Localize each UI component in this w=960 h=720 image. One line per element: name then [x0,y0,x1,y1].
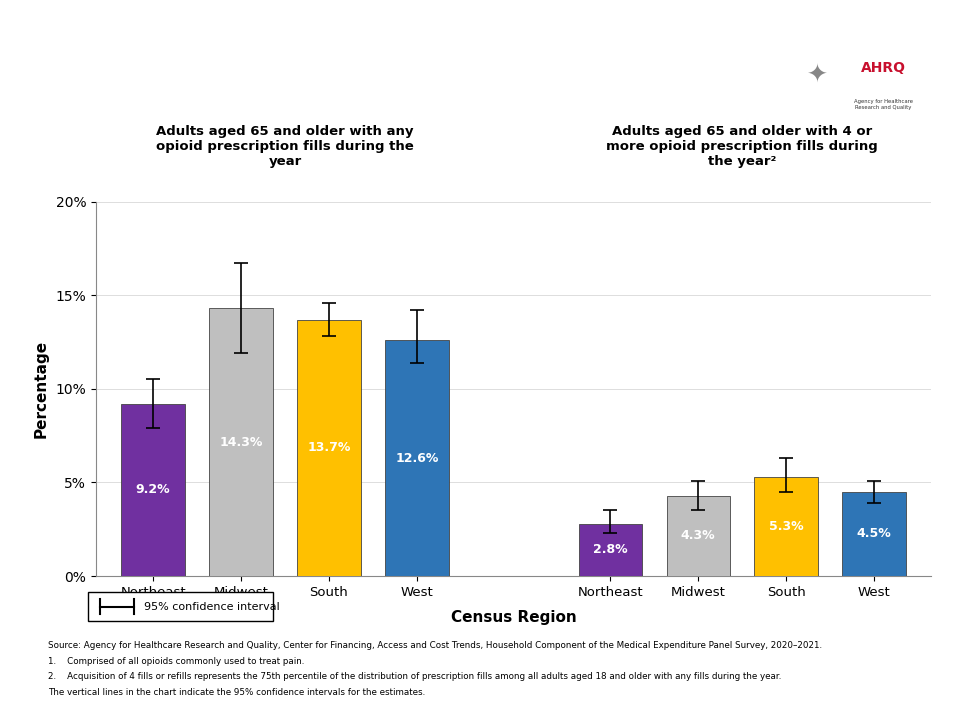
Text: AHRQ: AHRQ [861,61,906,76]
X-axis label: Census Region: Census Region [451,610,576,625]
Text: 4.3%: 4.3% [681,529,715,542]
Text: 2.8%: 2.8% [593,544,628,557]
Y-axis label: Percentage: Percentage [34,340,49,438]
Text: Figure 6. Average annual percentage of adults aged 65
and older who filled outpa: Figure 6. Average annual percentage of a… [88,43,718,112]
Text: 2.    Acquisition of 4 fills or refills represents the 75th percentile of the di: 2. Acquisition of 4 fills or refills rep… [48,672,781,681]
Text: 5.3%: 5.3% [769,520,804,533]
Bar [666,495,730,576]
Bar [209,308,273,576]
Bar [843,492,905,576]
FancyBboxPatch shape [88,592,273,621]
Text: 12.6%: 12.6% [396,451,439,464]
Bar [755,477,818,576]
Bar [122,404,184,576]
Text: 1.    Comprised of all opioids commonly used to treat pain.: 1. Comprised of all opioids commonly use… [48,657,304,665]
FancyBboxPatch shape [768,15,942,150]
Text: Source: Agency for Healthcare Research and Quality, Center for Financing, Access: Source: Agency for Healthcare Research a… [48,641,822,649]
Text: ✦: ✦ [807,63,828,88]
Text: 14.3%: 14.3% [220,436,263,449]
Text: The vertical lines in the chart indicate the 95% confidence intervals for the es: The vertical lines in the chart indicate… [48,688,425,697]
Text: Adults aged 65 and older with any
opioid prescription fills during the
year: Adults aged 65 and older with any opioid… [156,125,414,168]
Text: 4.5%: 4.5% [856,527,892,541]
Text: 95% confidence interval: 95% confidence interval [144,602,279,611]
Text: Adults aged 65 and older with 4 or
more opioid prescription fills during
the yea: Adults aged 65 and older with 4 or more … [607,125,878,168]
Text: Agency for Healthcare
Research and Quality: Agency for Healthcare Research and Quali… [854,99,913,110]
Text: 13.7%: 13.7% [307,441,350,454]
Bar [579,523,642,576]
Bar [385,340,448,576]
Bar [298,320,361,576]
Text: 9.2%: 9.2% [135,483,171,496]
